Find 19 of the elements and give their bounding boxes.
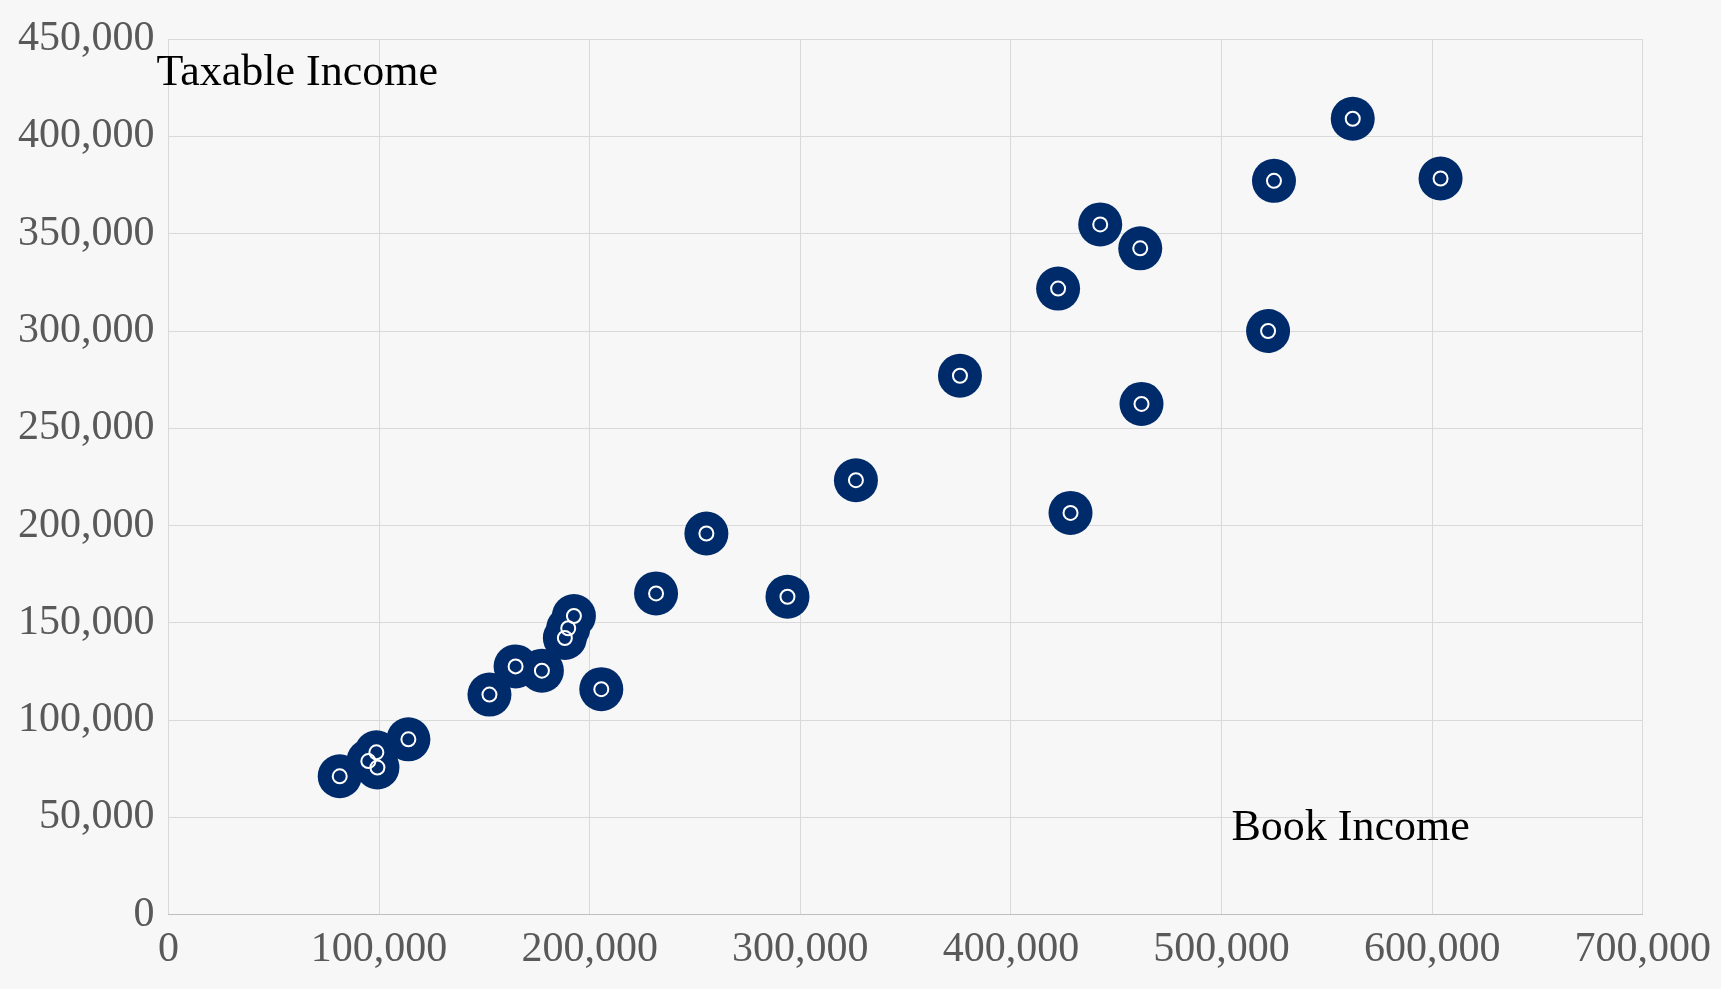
y-tick-label: 300,000	[18, 305, 155, 352]
y-tick-label: 50,000	[39, 791, 155, 838]
x-tick-label: 200,000	[521, 923, 658, 970]
y-tick-label: 450,000	[18, 13, 155, 60]
y-tick-label: 350,000	[18, 207, 155, 254]
x-tick-label: 700,000	[1574, 923, 1711, 970]
y-tick-label: 150,000	[18, 596, 155, 643]
x-axis-title: Book Income	[1231, 801, 1470, 851]
y-tick-label: 100,000	[18, 694, 155, 741]
y-tick-label: 200,000	[18, 499, 155, 546]
y-tick-label: 0	[133, 888, 155, 935]
x-tick-label: 400,000	[942, 923, 1080, 970]
y-tick-label: 250,000	[18, 402, 155, 449]
x-tick-label: 300,000	[732, 923, 869, 970]
x-tick-label: 500,000	[1153, 923, 1290, 970]
x-tick-label: 100,000	[310, 923, 448, 970]
y-axis-title: Taxable Income	[156, 45, 439, 95]
y-tick-label: 400,000	[18, 110, 155, 157]
x-tick-label: 600,000	[1363, 923, 1501, 970]
